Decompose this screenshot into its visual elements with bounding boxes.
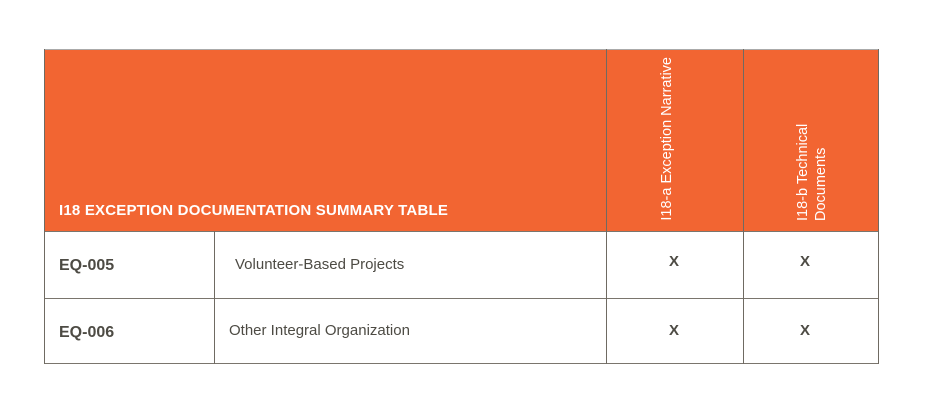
row-divider	[44, 298, 879, 299]
row-code: EQ-005	[59, 257, 115, 274]
header-col-b: I18-b Technical Documents	[743, 49, 879, 231]
row-name: Other Integral Organization	[229, 322, 410, 339]
col-divider	[743, 49, 744, 364]
col-divider	[606, 49, 607, 364]
border-right	[878, 49, 879, 364]
row-code: EQ-006	[59, 324, 115, 341]
row-mark-b: X	[800, 253, 811, 270]
summary-table: I18 EXCEPTION DOCUMENTATION SUMMARY TABL…	[44, 49, 879, 364]
border-left	[44, 49, 45, 364]
table-title: I18 EXCEPTION DOCUMENTATION SUMMARY TABL…	[59, 202, 449, 219]
row-mark-a: X	[669, 322, 680, 339]
row-name: Volunteer-Based Projects	[235, 256, 405, 273]
column-header-a: I18-a Exception Narrative	[659, 57, 675, 221]
header-title-cell: I18 EXCEPTION DOCUMENTATION SUMMARY TABL…	[44, 49, 606, 231]
row-mark-a: X	[669, 253, 680, 270]
column-header-b: I18-b Technical Documents	[795, 123, 829, 221]
header-divider	[44, 231, 879, 232]
border-bottom	[44, 363, 879, 364]
row-mark-b: X	[800, 322, 811, 339]
col-divider	[214, 231, 215, 364]
header-col-a: I18-a Exception Narrative	[606, 49, 743, 231]
border-top	[44, 49, 879, 50]
